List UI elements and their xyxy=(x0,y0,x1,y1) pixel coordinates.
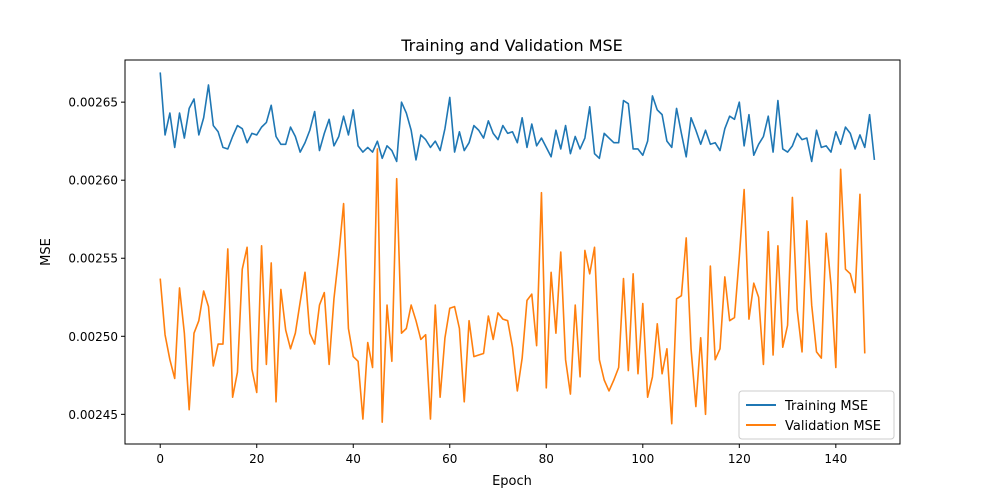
x-tick-label: 60 xyxy=(442,452,457,466)
y-axis: 0.00245 0.00250 0.00255 0.00260 0.00265 xyxy=(68,96,125,422)
x-tick-label: 80 xyxy=(539,452,554,466)
y-tick-label: 0.00260 xyxy=(68,174,118,188)
y-tick-label: 0.00255 xyxy=(68,252,118,266)
y-axis-label: MSE xyxy=(39,238,54,266)
y-tick-label: 0.00245 xyxy=(68,408,118,422)
plot-frame xyxy=(124,59,901,445)
legend-label-training: Training MSE xyxy=(784,399,868,414)
series-line-validation xyxy=(159,148,866,425)
legend-label-validation: Validation MSE xyxy=(785,419,881,434)
x-tick-label: 20 xyxy=(249,452,264,466)
x-tick-label: 40 xyxy=(346,452,361,466)
series-line-training xyxy=(159,72,876,163)
chart-title: Training and Validation MSE xyxy=(400,36,623,55)
y-tick-label: 0.00265 xyxy=(68,96,118,110)
x-axis-label: Epoch xyxy=(492,474,532,489)
y-tick-label: 0.00250 xyxy=(68,330,118,344)
x-tick-label: 0 xyxy=(156,452,164,466)
x-tick-label: 100 xyxy=(631,452,654,466)
x-tick-label: 120 xyxy=(728,452,751,466)
x-tick-label: 140 xyxy=(824,452,847,466)
x-axis: 0 20 40 60 80 100 120 140 xyxy=(156,444,847,466)
legend-box xyxy=(738,390,895,440)
legend: Training MSE Validation MSE xyxy=(738,390,895,440)
plot-area xyxy=(159,72,876,425)
